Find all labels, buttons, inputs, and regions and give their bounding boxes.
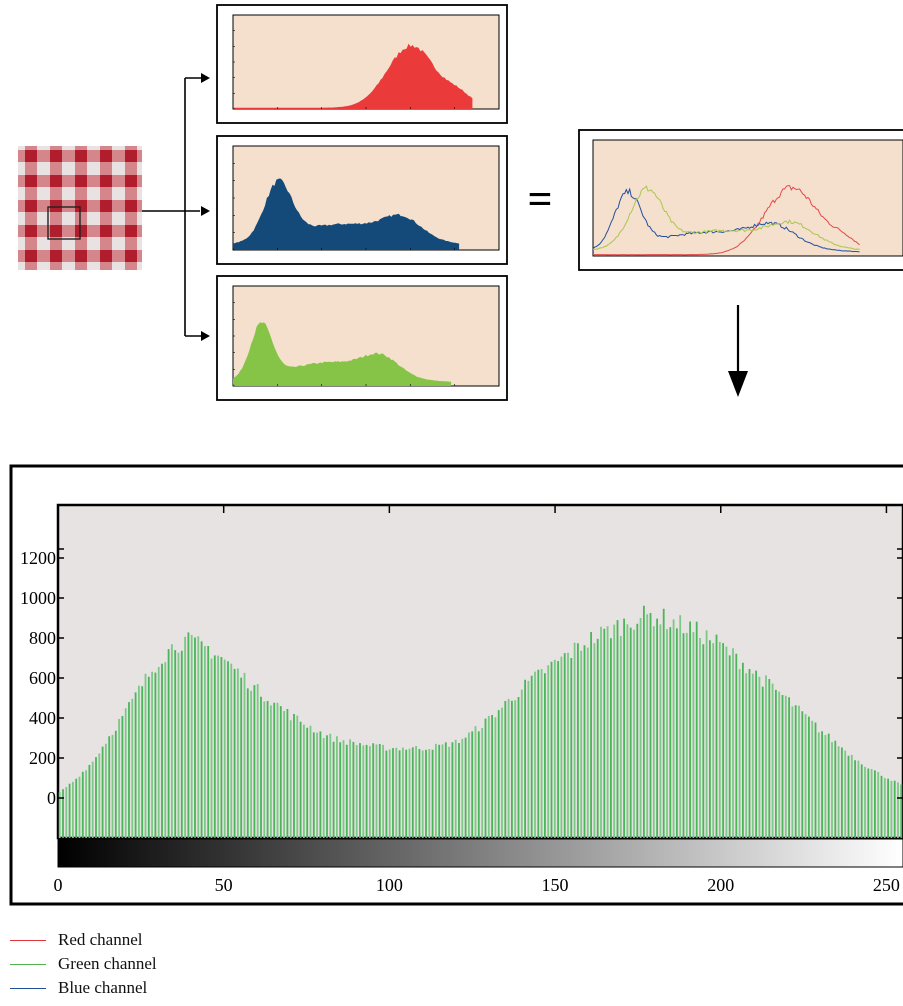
x-tick-label: 250 (873, 875, 900, 895)
legend-item-blue: Blue channel (10, 976, 157, 1000)
channel-area (233, 322, 452, 386)
x-tick-label: 50 (215, 875, 233, 895)
y-tick-label: 1000 (20, 588, 56, 608)
y-tick-label: 200 (29, 748, 56, 768)
channel-panel (216, 4, 508, 124)
legend: Red channel Green channel Blue channel (10, 928, 157, 1000)
y-tick-label: 1200 (20, 548, 56, 568)
down-arrow (728, 305, 748, 397)
channel-panel (216, 275, 508, 401)
x-tick-label: 100 (376, 875, 403, 895)
channel-area (233, 178, 460, 250)
source-image (18, 146, 142, 270)
combined-histogram (578, 129, 903, 271)
histogram-diagram: = 0 50 100 150 200 250 0 200 400 600 800 1000 1200 (9, 4, 903, 906)
arrow-down-icon (728, 371, 748, 397)
equals-sign: = (527, 175, 552, 224)
legend-swatch (10, 939, 46, 941)
arrow-head-icon (201, 206, 210, 216)
y-tick-label: 600 (29, 668, 56, 688)
arrow-head-icon (201, 331, 210, 341)
split-arrows (142, 77, 203, 337)
legend-label: Green channel (58, 954, 157, 973)
combined-line (593, 185, 860, 250)
channel-area (233, 43, 473, 109)
legend-item-green: Green channel (10, 952, 157, 976)
y-tick-label: 400 (29, 708, 56, 728)
x-tick-label: 200 (707, 875, 734, 895)
y-tick-label: 800 (29, 628, 56, 648)
legend-label: Blue channel (58, 978, 148, 997)
legend-label: Red channel (58, 930, 143, 949)
x-tick-label: 150 (542, 875, 569, 895)
legend-item-red: Red channel (10, 928, 157, 952)
crop-box (47, 206, 81, 240)
combined-line (593, 185, 860, 256)
green-histogram-chart: 0 50 100 150 200 250 0 200 400 600 800 1000 1200 (9, 464, 903, 906)
channel-panel (216, 135, 508, 265)
gray-ramp (57, 838, 903, 868)
arrow-head-icon (201, 73, 210, 83)
legend-swatch (10, 963, 46, 965)
legend-swatch (10, 987, 46, 989)
combined-line (592, 187, 860, 253)
y-tick-label: 0 (47, 788, 56, 808)
x-tick-label: 0 (54, 875, 63, 895)
